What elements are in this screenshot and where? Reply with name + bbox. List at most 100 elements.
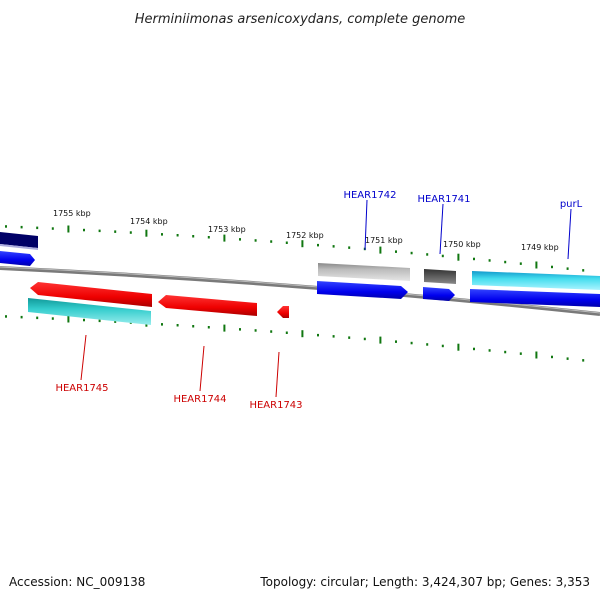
scale-top-minor-tick: [239, 238, 241, 241]
scale-top-minor-tick: [207, 236, 210, 239]
scale-top-minor-tick: [566, 267, 569, 270]
feature-darkgrey-hear1741[interactable]: [424, 269, 456, 284]
scale-bottom-minor-tick: [332, 335, 335, 338]
tick-label-1751: 1751 kbp: [365, 236, 403, 245]
scale-bottom-minor-tick: [566, 357, 569, 360]
cds-hear1745[interactable]: [30, 282, 152, 307]
feature-grey-hear1742[interactable]: [318, 263, 410, 281]
scale-bottom-minor-tick: [161, 323, 163, 326]
scale-top-major-tick: [379, 246, 382, 254]
gene-label-hear1744[interactable]: HEAR1744: [173, 394, 226, 405]
scale-bottom-minor-tick: [176, 324, 179, 327]
leader-hear1742: [364, 199, 368, 251]
gene-label-hear1743[interactable]: HEAR1743: [249, 400, 302, 411]
scale-bottom-minor-tick: [83, 318, 85, 322]
scale-ticks-bottom: [5, 315, 585, 362]
scale-top-minor-tick: [551, 265, 553, 269]
gene-label-hear1745[interactable]: HEAR1745: [55, 383, 108, 394]
scale-bottom-minor-tick: [20, 315, 23, 319]
scale-bottom-minor-tick: [504, 350, 507, 354]
scale-top-minor-tick: [332, 245, 335, 248]
scale-bottom-minor-tick: [551, 355, 553, 359]
scale-top-minor-tick: [51, 227, 54, 230]
scale-top-minor-tick: [426, 253, 429, 256]
scale-top-minor-tick: [285, 241, 288, 244]
scale-top-major-tick: [223, 234, 226, 242]
scale-bottom-minor-tick: [363, 337, 366, 341]
scale-top-minor-tick: [98, 229, 101, 233]
scale-top-minor-tick: [83, 228, 85, 232]
scale-bottom-minor-tick: [441, 344, 444, 348]
scale-bottom-minor-tick: [5, 315, 7, 318]
cds-hear1742[interactable]: [317, 281, 408, 299]
scale-bottom-major-tick: [223, 324, 226, 332]
scale-top-minor-tick: [395, 250, 397, 253]
scale-top-minor-tick: [161, 233, 163, 236]
scale-bottom-minor-tick: [395, 340, 397, 343]
scale-bottom-major-tick: [67, 315, 70, 323]
scale-bottom-minor-tick: [98, 319, 101, 323]
scale-top-minor-tick: [5, 225, 7, 228]
scale-bottom-minor-tick: [36, 316, 39, 320]
scale-bottom-minor-tick: [192, 325, 195, 328]
gene-label-purl[interactable]: purL: [560, 199, 583, 210]
scale-top-minor-tick: [410, 251, 413, 255]
tick-label-1750: 1750 kbp: [443, 240, 481, 249]
tick-label-1754: 1754 kbp: [130, 217, 168, 226]
leader-hear1745: [80, 334, 87, 381]
leader-hear1743: [275, 351, 280, 398]
scale-top-major-tick: [301, 240, 304, 248]
cds-hear1741[interactable]: [423, 287, 455, 301]
scale-bottom-minor-tick: [270, 330, 273, 333]
scale-bottom-minor-tick: [348, 336, 351, 339]
scale-top-minor-tick: [582, 269, 585, 272]
tick-label-1755: 1755 kbp: [53, 209, 91, 218]
accession-text: Accession: NC_009138: [9, 575, 145, 589]
map-title: Herminiimonas arsenicoxydans, complete g…: [135, 12, 465, 27]
scale-bottom-minor-tick: [207, 326, 210, 329]
gene-label-hear1741[interactable]: HEAR1741: [417, 194, 470, 205]
feature-teal-hear1745[interactable]: [28, 298, 151, 325]
feature-navy-left-shade: [0, 244, 38, 250]
scale-bottom-minor-tick: [410, 341, 413, 345]
scale-top-minor-tick: [473, 257, 475, 261]
scale-top-minor-tick: [20, 225, 23, 229]
scale-bottom-major-tick: [457, 343, 460, 351]
scale-ticks-top: [5, 225, 585, 272]
scale-top-minor-tick: [129, 231, 132, 234]
scale-bottom-minor-tick: [582, 359, 585, 362]
scale-bottom-minor-tick: [254, 329, 257, 332]
scale-bottom-minor-tick: [239, 328, 241, 331]
cds-purl[interactable]: [470, 289, 600, 307]
scale-top-minor-tick: [254, 239, 257, 242]
scale-top-major-tick: [67, 225, 70, 233]
scale-top-minor-tick: [114, 230, 117, 233]
scale-bottom-minor-tick: [473, 347, 475, 351]
scale-top-minor-tick: [519, 262, 522, 265]
scale-top-minor-tick: [504, 260, 507, 264]
scale-top-major-tick: [535, 261, 538, 269]
scale-bottom-minor-tick: [426, 343, 429, 346]
cds-forward-left[interactable]: [0, 251, 35, 266]
scale-top-minor-tick: [317, 243, 319, 247]
scale-top-minor-tick: [192, 235, 195, 238]
scale-top-minor-tick: [270, 240, 273, 243]
scale-bottom-minor-tick: [488, 349, 491, 352]
cds-hear1744[interactable]: [158, 295, 257, 316]
scale-bottom-minor-tick: [519, 352, 522, 355]
scale-bottom-minor-tick: [285, 331, 288, 334]
tick-label-1753: 1753 kbp: [208, 225, 246, 234]
scale-top-minor-tick: [488, 259, 491, 262]
leader-hear1741: [439, 203, 444, 255]
leader-purl: [567, 208, 572, 260]
scale-bottom-major-tick: [379, 336, 382, 344]
scale-bottom-minor-tick: [51, 317, 54, 320]
feature-cyan-purl[interactable]: [472, 271, 600, 290]
scale-top-minor-tick: [348, 246, 351, 249]
feature-navy-left[interactable]: [0, 232, 38, 248]
scale-bottom-major-tick: [535, 351, 538, 359]
gene-label-hear1742[interactable]: HEAR1742: [343, 190, 396, 201]
cds-hear1743[interactable]: [277, 306, 289, 318]
tick-label-1752: 1752 kbp: [286, 231, 324, 240]
genome-backbone-highlight: [0, 266, 600, 314]
